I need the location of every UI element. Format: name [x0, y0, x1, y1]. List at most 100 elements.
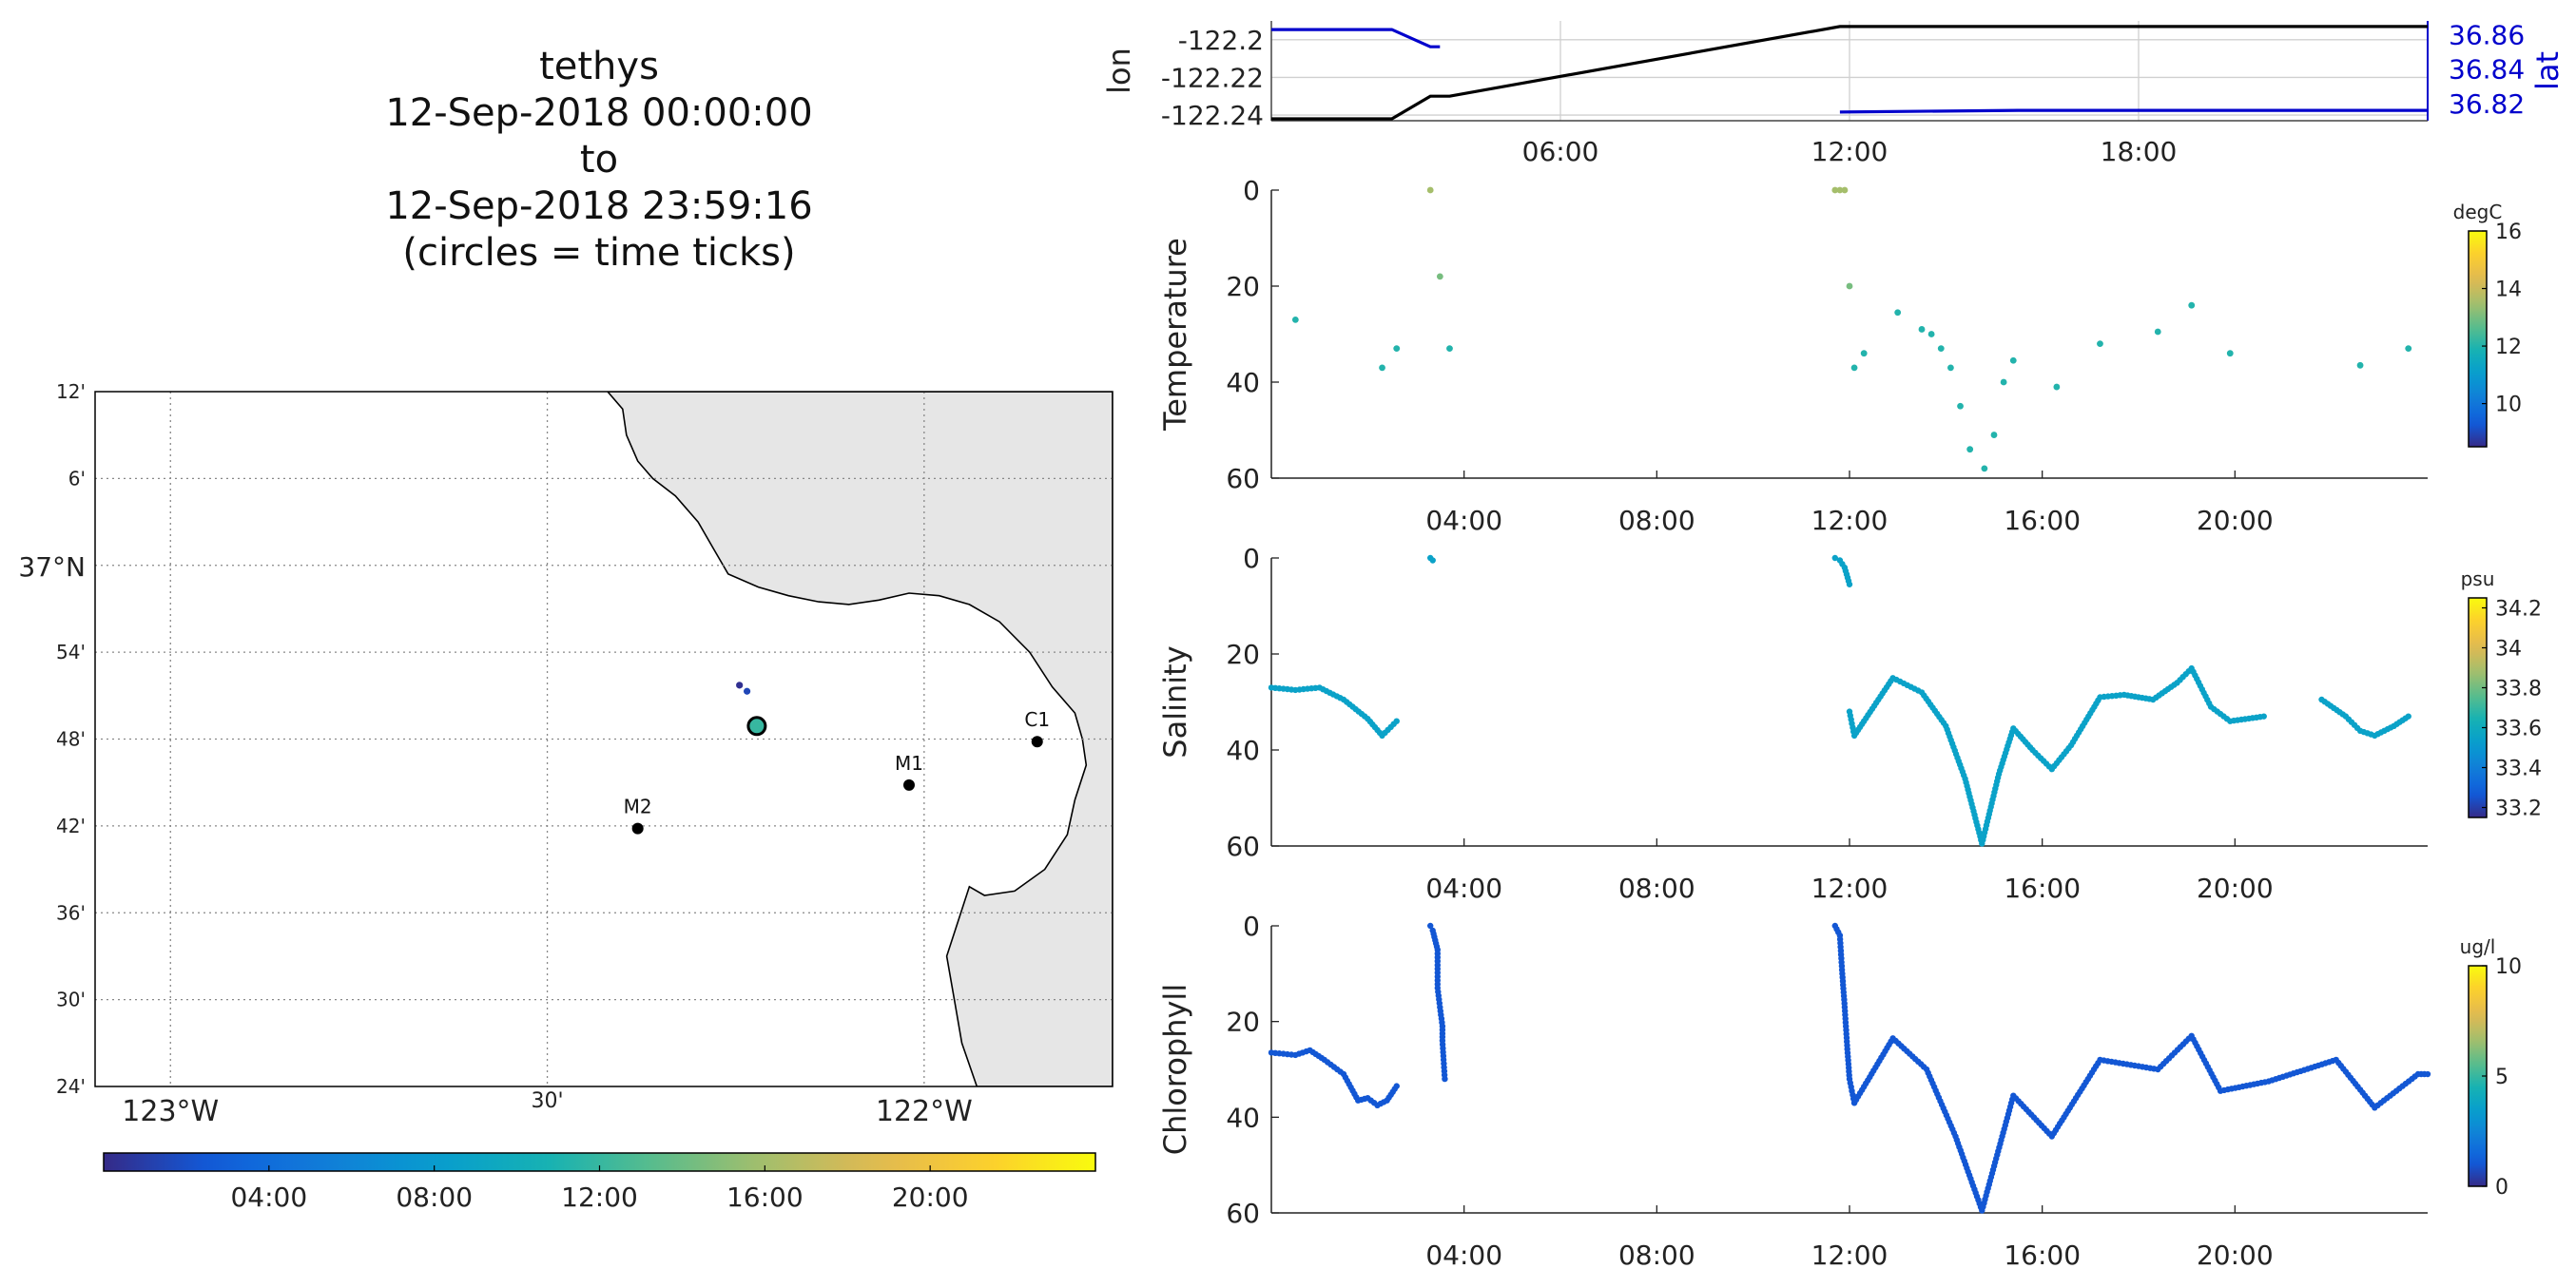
data-point	[2405, 713, 2411, 720]
data-point	[1291, 316, 1299, 323]
y-tick-label: 40	[1226, 735, 1260, 766]
data-point	[1846, 581, 1853, 587]
colorbar-tick-label: 14	[2495, 279, 2522, 302]
station-label: M1	[895, 752, 923, 775]
y-tick-label: 20	[1226, 639, 1260, 670]
map-y-tick-label: 6'	[68, 467, 86, 490]
y-axis-label: Chlorophyll	[1157, 984, 1193, 1155]
panel-temperature: 0 20 40 60 04:00 08:00 12:00 16:00 20:00 Temperat…	[1157, 175, 2522, 536]
data-point	[1831, 554, 1839, 562]
y-tick-label: 40	[1226, 367, 1260, 398]
data-point	[1427, 922, 1434, 930]
data-point	[1860, 350, 1868, 357]
lat-axis-label: lat	[2529, 51, 2566, 90]
map-y-tick-label: 30'	[56, 989, 86, 1011]
colorbar-unit-label: ug/l	[2460, 935, 2496, 958]
map-y-tick-label: 48'	[56, 728, 86, 751]
title-start-time: 12-Sep-2018 00:00:00	[385, 91, 813, 135]
title-end-time: 12-Sep-2018 23:59:16	[385, 184, 813, 228]
time-colorbar-label: 04:00	[230, 1182, 307, 1213]
data-point	[1436, 273, 1443, 280]
lon-series-line	[1271, 25, 2428, 121]
colorbar-tick-label: 33.8	[2495, 678, 2542, 702]
data-point	[2260, 713, 2267, 720]
y-tick-label: 60	[1226, 1198, 1260, 1229]
data-point	[2405, 345, 2412, 353]
data-point	[1393, 718, 1400, 724]
lat-series-line	[1839, 108, 2428, 114]
x-tick-label: 20:00	[2197, 1240, 2274, 1271]
x-tick-label: 16:00	[2004, 1240, 2081, 1271]
map-y-tick-label: 42'	[56, 815, 86, 837]
x-tick-label: 04:00	[1425, 505, 1502, 536]
x-tick-label: 12:00	[1811, 1240, 1888, 1271]
colorbar	[2468, 230, 2488, 448]
station-label: M2	[624, 796, 652, 818]
data-point	[1937, 345, 1945, 353]
map-y-tick-label: 12'	[56, 380, 86, 403]
colorbar-tick-label: 34.2	[2495, 598, 2542, 622]
data-point	[1379, 364, 1385, 372]
map-y-tick-label: 37°N	[18, 551, 86, 583]
x-tick-label: 08:00	[1618, 1240, 1695, 1271]
title-vehicle: tethys	[539, 45, 659, 88]
lonlat-x-tick-label: 06:00	[1522, 136, 1599, 167]
colorbar	[2468, 597, 2488, 818]
track-position-marker	[746, 716, 767, 737]
lonlat-x-tick-label: 18:00	[2101, 136, 2178, 167]
lat-series-line	[1271, 28, 1441, 48]
colorbar-tick-label: 33.2	[2495, 798, 2542, 821]
station-marker	[903, 779, 915, 791]
colorbar-unit-label: psu	[2461, 567, 2495, 590]
colorbar-tick-label: 33.4	[2495, 758, 2542, 781]
y-axis-label: Salinity	[1157, 645, 1193, 758]
x-tick-label: 12:00	[1811, 505, 1888, 536]
y-tick-label: 40	[1226, 1102, 1260, 1133]
map-y-tick-label: 24'	[56, 1075, 86, 1098]
data-point	[2000, 378, 2007, 386]
data-point	[1947, 364, 1954, 372]
data-point	[1442, 1075, 1448, 1083]
data-point	[2424, 1070, 2431, 1078]
x-tick-label: 08:00	[1618, 873, 1695, 904]
data-point	[1446, 345, 1453, 353]
data-point	[1990, 432, 1998, 438]
y-tick-label: 20	[1226, 271, 1260, 302]
x-tick-label: 08:00	[1618, 505, 1695, 536]
data-point	[1836, 186, 1844, 194]
colorbar-tick-label: 34	[2495, 638, 2522, 662]
lat-tick-label: 36.82	[2449, 88, 2525, 120]
colorbar-tick-label: 10	[2495, 394, 2522, 417]
time-colorbar-label: 16:00	[726, 1182, 804, 1213]
colorbar-tick-label: 16	[2495, 221, 2522, 244]
data-point	[1393, 345, 1401, 353]
map-y-tick-label: 54'	[56, 641, 86, 663]
y-axis-label: Temperature	[1157, 238, 1193, 432]
x-tick-label: 04:00	[1425, 873, 1502, 904]
time-colorbar-label: 20:00	[892, 1182, 969, 1213]
data-point	[2226, 350, 2234, 357]
data-point	[2097, 340, 2103, 347]
station-label: C1	[1024, 708, 1050, 731]
colorbar-tick-label: 33.6	[2495, 718, 2542, 741]
map-x-tick-label: 30'	[532, 1089, 564, 1113]
map-panel: 123°W 30' 122°W 12' 6' 37°N 54' 48' 42' 36' 30' 24'…	[18, 380, 1114, 1213]
data-point	[1831, 186, 1839, 194]
station-marker	[1031, 736, 1043, 748]
x-tick-label: 20:00	[2197, 873, 2274, 904]
figure-title: tethys 12-Sep-2018 00:00:00 to 12-Sep-20…	[295, 44, 903, 277]
data-point	[2356, 361, 2364, 369]
y-tick-label: 60	[1226, 463, 1260, 494]
map-frame	[94, 391, 1114, 1087]
y-tick-label: 0	[1243, 175, 1260, 206]
panel-chlorophyll: 0 20 40 60 04:00 08:00 12:00 16:00 20:00 Chloroph…	[1157, 911, 2522, 1271]
y-tick-label: 20	[1226, 1007, 1260, 1038]
title-note: (circles = time ticks)	[402, 231, 796, 275]
data-point	[1429, 557, 1436, 564]
data-point	[2009, 356, 2017, 364]
data-point	[1393, 1083, 1400, 1089]
y-tick-label: 0	[1243, 543, 1260, 574]
x-tick-label: 16:00	[2004, 873, 2081, 904]
map-y-tick-label: 36'	[56, 901, 86, 924]
y-tick-label: 0	[1243, 911, 1260, 942]
